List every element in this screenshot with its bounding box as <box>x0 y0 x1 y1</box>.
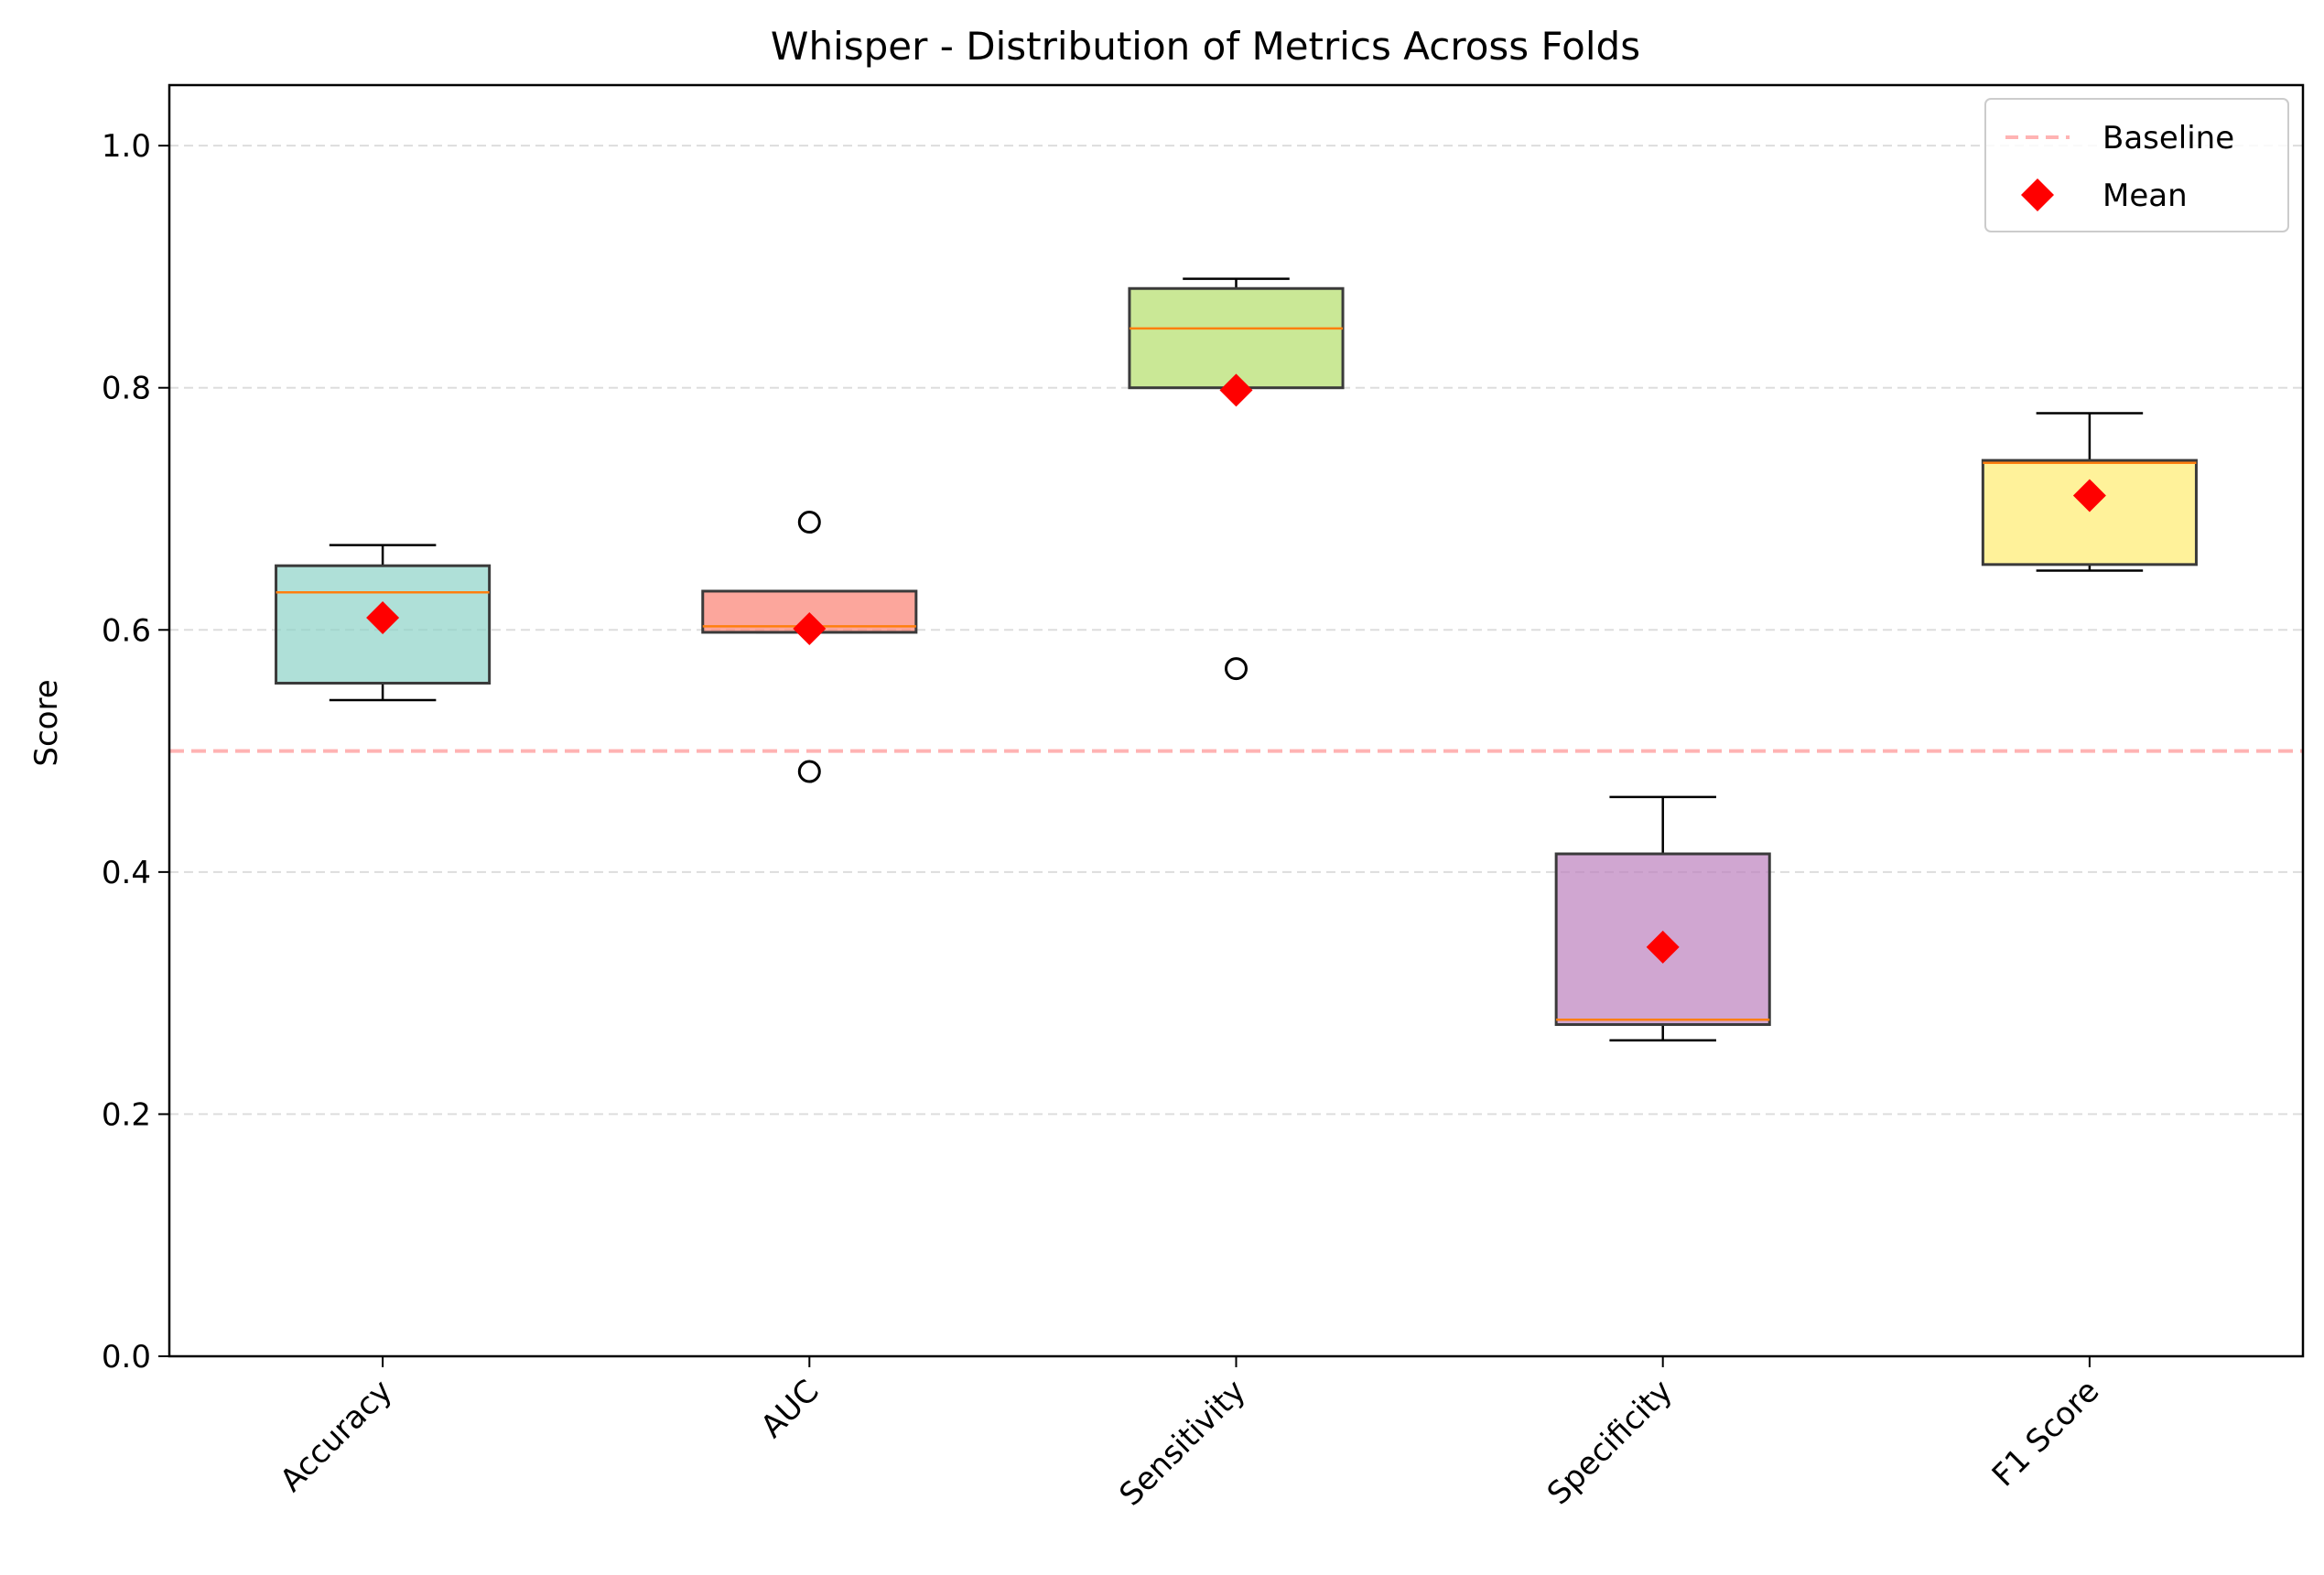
y-tick-label: 0.4 <box>102 855 151 891</box>
outlier-point <box>1225 657 1248 681</box>
legend-box <box>1984 98 2289 232</box>
box-group <box>701 511 918 783</box>
legend: Baseline Mean <box>1984 98 2289 232</box>
y-tick-label: 1.0 <box>102 128 151 165</box>
y-tick-label: 0.0 <box>102 1339 151 1375</box>
mean-marker <box>1219 373 1253 407</box>
grid-lines <box>169 145 2303 1116</box>
y-axis-label: Score <box>28 679 65 766</box>
legend-baseline-label: Baseline <box>2102 120 2234 156</box>
mean-marker <box>793 611 827 645</box>
outlier-point <box>797 511 821 534</box>
y-tick-label: 0.8 <box>102 371 151 407</box>
y-tick-label: 0.2 <box>102 1096 151 1133</box>
box-group <box>1128 277 1345 681</box>
chart-title: Whisper - Distribution of Metrics Across… <box>771 24 1640 69</box>
box-group <box>1554 795 1771 1041</box>
legend-mean-swatch <box>2021 178 2054 211</box>
box-group <box>275 544 492 702</box>
box-body <box>1981 458 2198 566</box>
box-group <box>1981 412 2198 572</box>
mean-marker <box>366 601 400 635</box>
y-tick-label: 0.6 <box>102 612 151 649</box>
mean-marker <box>2072 479 2106 512</box>
legend-mean-label: Mean <box>2102 178 2188 214</box>
box-body <box>1128 286 1345 390</box>
box-plots <box>275 277 2198 1041</box>
outlier-point <box>797 760 821 783</box>
plot-frame <box>168 83 2305 1358</box>
mean-marker <box>1646 930 1680 964</box>
